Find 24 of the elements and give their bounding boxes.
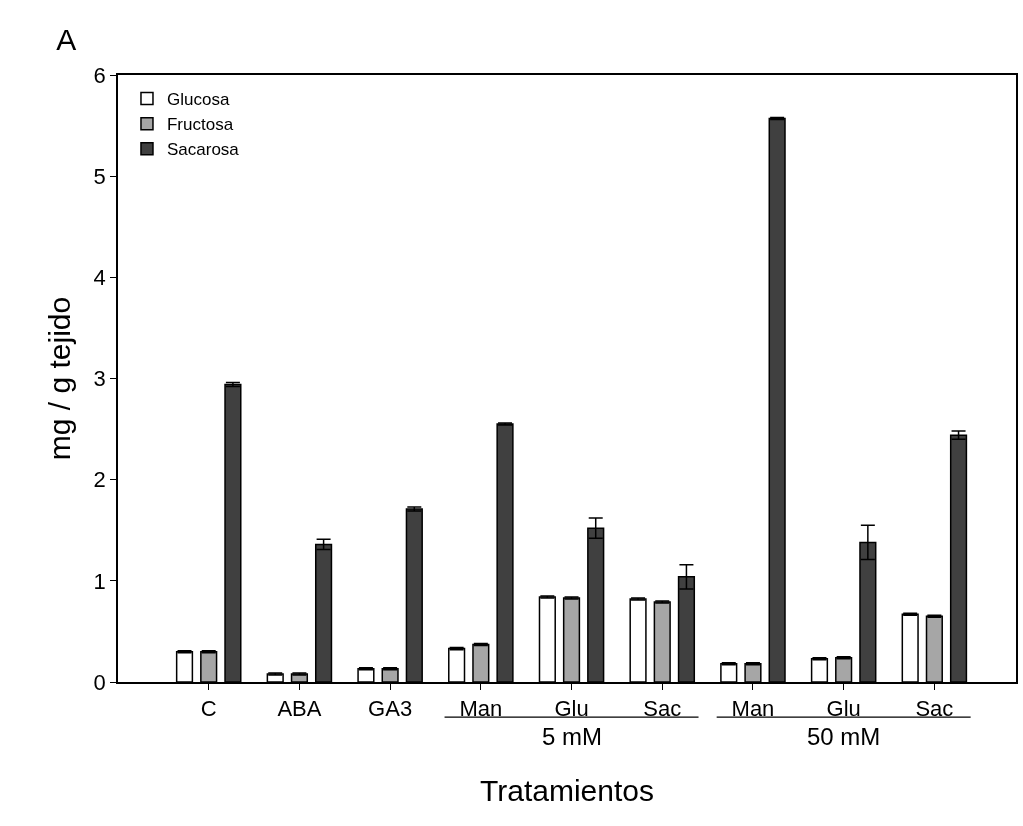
x-tick-label: Man bbox=[459, 696, 503, 722]
x-tick-label: Glu bbox=[554, 696, 589, 722]
y-tick-label: 5 bbox=[93, 163, 106, 189]
x-tick-label: ABA bbox=[277, 696, 322, 722]
x-tick-label: Glu bbox=[826, 696, 861, 722]
legend-label: Glucosa bbox=[166, 90, 230, 110]
chart-title: A bbox=[56, 22, 77, 56]
legend-label: Sacarosa bbox=[166, 140, 240, 160]
legend-label: Fructosa bbox=[166, 115, 234, 135]
y-tick-label: 1 bbox=[93, 568, 106, 594]
x-tick-label: Sac bbox=[915, 696, 954, 722]
x-axis-title: Tratamientos bbox=[480, 774, 654, 808]
x-tick-label: GA3 bbox=[368, 696, 413, 722]
y-tick-label: 6 bbox=[93, 62, 106, 88]
y-tick-label: 2 bbox=[93, 467, 106, 493]
y-tick-label: 3 bbox=[93, 366, 106, 392]
x-tick-label: Sac bbox=[643, 696, 682, 722]
y-tick-label: 4 bbox=[93, 265, 106, 291]
y-tick-label: 0 bbox=[93, 669, 106, 695]
x-tick-label: Man bbox=[731, 696, 775, 722]
x-tick-label: C bbox=[200, 696, 217, 722]
y-axis-title: mg / g tejido bbox=[43, 296, 77, 461]
text: 5 mM bbox=[542, 723, 602, 750]
text: 50 mM bbox=[807, 723, 881, 750]
